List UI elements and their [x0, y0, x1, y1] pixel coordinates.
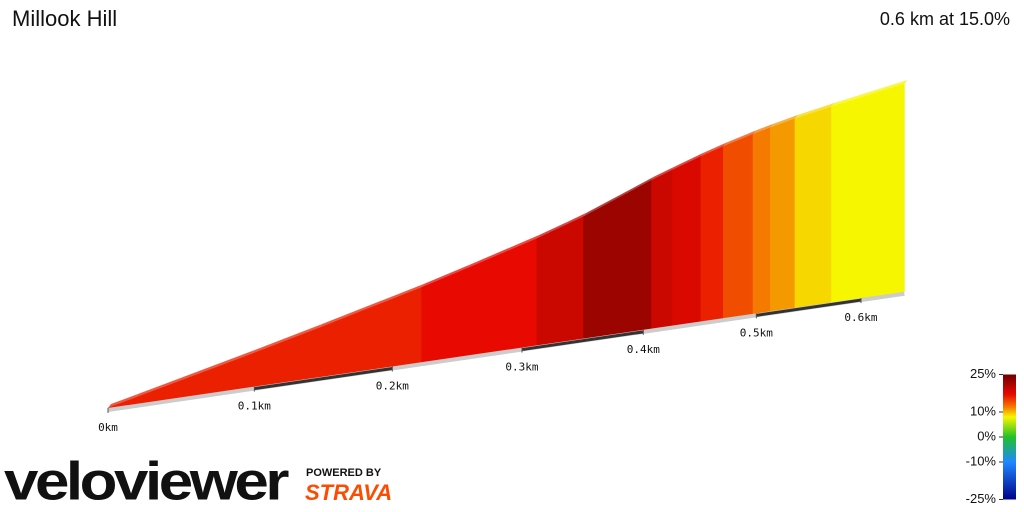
colorbar-label: 25%: [970, 366, 996, 381]
colorbar-label: -10%: [966, 453, 997, 468]
colorbar-label: -25%: [966, 491, 997, 506]
gradient-segment: [752, 127, 771, 315]
segment-top: [536, 221, 569, 239]
gradient-segment: [251, 327, 320, 388]
x-tick-label: 0km: [98, 421, 118, 434]
colorbar-label: 0%: [977, 428, 996, 443]
colorbar: [1003, 374, 1016, 500]
strava: STRAVA: [305, 480, 392, 505]
gradient-segment: [583, 179, 652, 339]
segment-top: [108, 394, 138, 408]
segment-top: [421, 264, 471, 288]
x-tick-label: 0.5km: [740, 326, 773, 339]
segment-top: [134, 350, 255, 399]
segment-top: [565, 212, 587, 226]
segment-top: [753, 123, 774, 135]
segment-top: [672, 158, 693, 171]
x-tick-label: 0.6km: [844, 311, 877, 324]
segment-top: [770, 114, 798, 128]
chart-subtitle: 0.6 km at 15.0%: [880, 9, 1010, 29]
x-tick-label: 0.2km: [376, 379, 409, 392]
chart-title: Millook Hill: [12, 6, 117, 31]
segment-top: [583, 176, 655, 217]
base-band: [254, 367, 393, 391]
base-band: [521, 330, 644, 352]
segment-top: [831, 79, 908, 107]
base-band: [756, 298, 862, 317]
gradient-segment: [689, 156, 702, 324]
gradient-segment: [651, 169, 673, 329]
gradient-segment: [723, 133, 754, 319]
gradient-segment: [794, 106, 832, 309]
segment-top: [467, 234, 540, 269]
segment-top: [689, 152, 704, 163]
gradient-segment: [565, 216, 585, 342]
colorbar-label: 10%: [970, 403, 996, 418]
gradient-segment: [831, 83, 905, 303]
gradient-segment: [318, 287, 422, 378]
segment-top: [318, 283, 425, 329]
x-tick-label: 0.4km: [627, 343, 660, 356]
logo: veloviewer: [4, 451, 289, 511]
x-tick-label: 0.1km: [238, 400, 271, 413]
powered-by: POWERED BY: [306, 467, 382, 479]
segment-top: [251, 324, 322, 355]
gradient-segment: [770, 118, 796, 312]
gradient-segment: [672, 161, 690, 326]
segment-top: [700, 142, 727, 157]
gradient-segment: [466, 238, 538, 356]
segment-top: [723, 130, 757, 147]
gradient-segment: [536, 224, 566, 346]
gradient-segment: [700, 146, 724, 322]
segment-top: [651, 166, 676, 181]
segment-top: [794, 102, 835, 119]
x-tick-label: 0.3km: [505, 361, 538, 374]
